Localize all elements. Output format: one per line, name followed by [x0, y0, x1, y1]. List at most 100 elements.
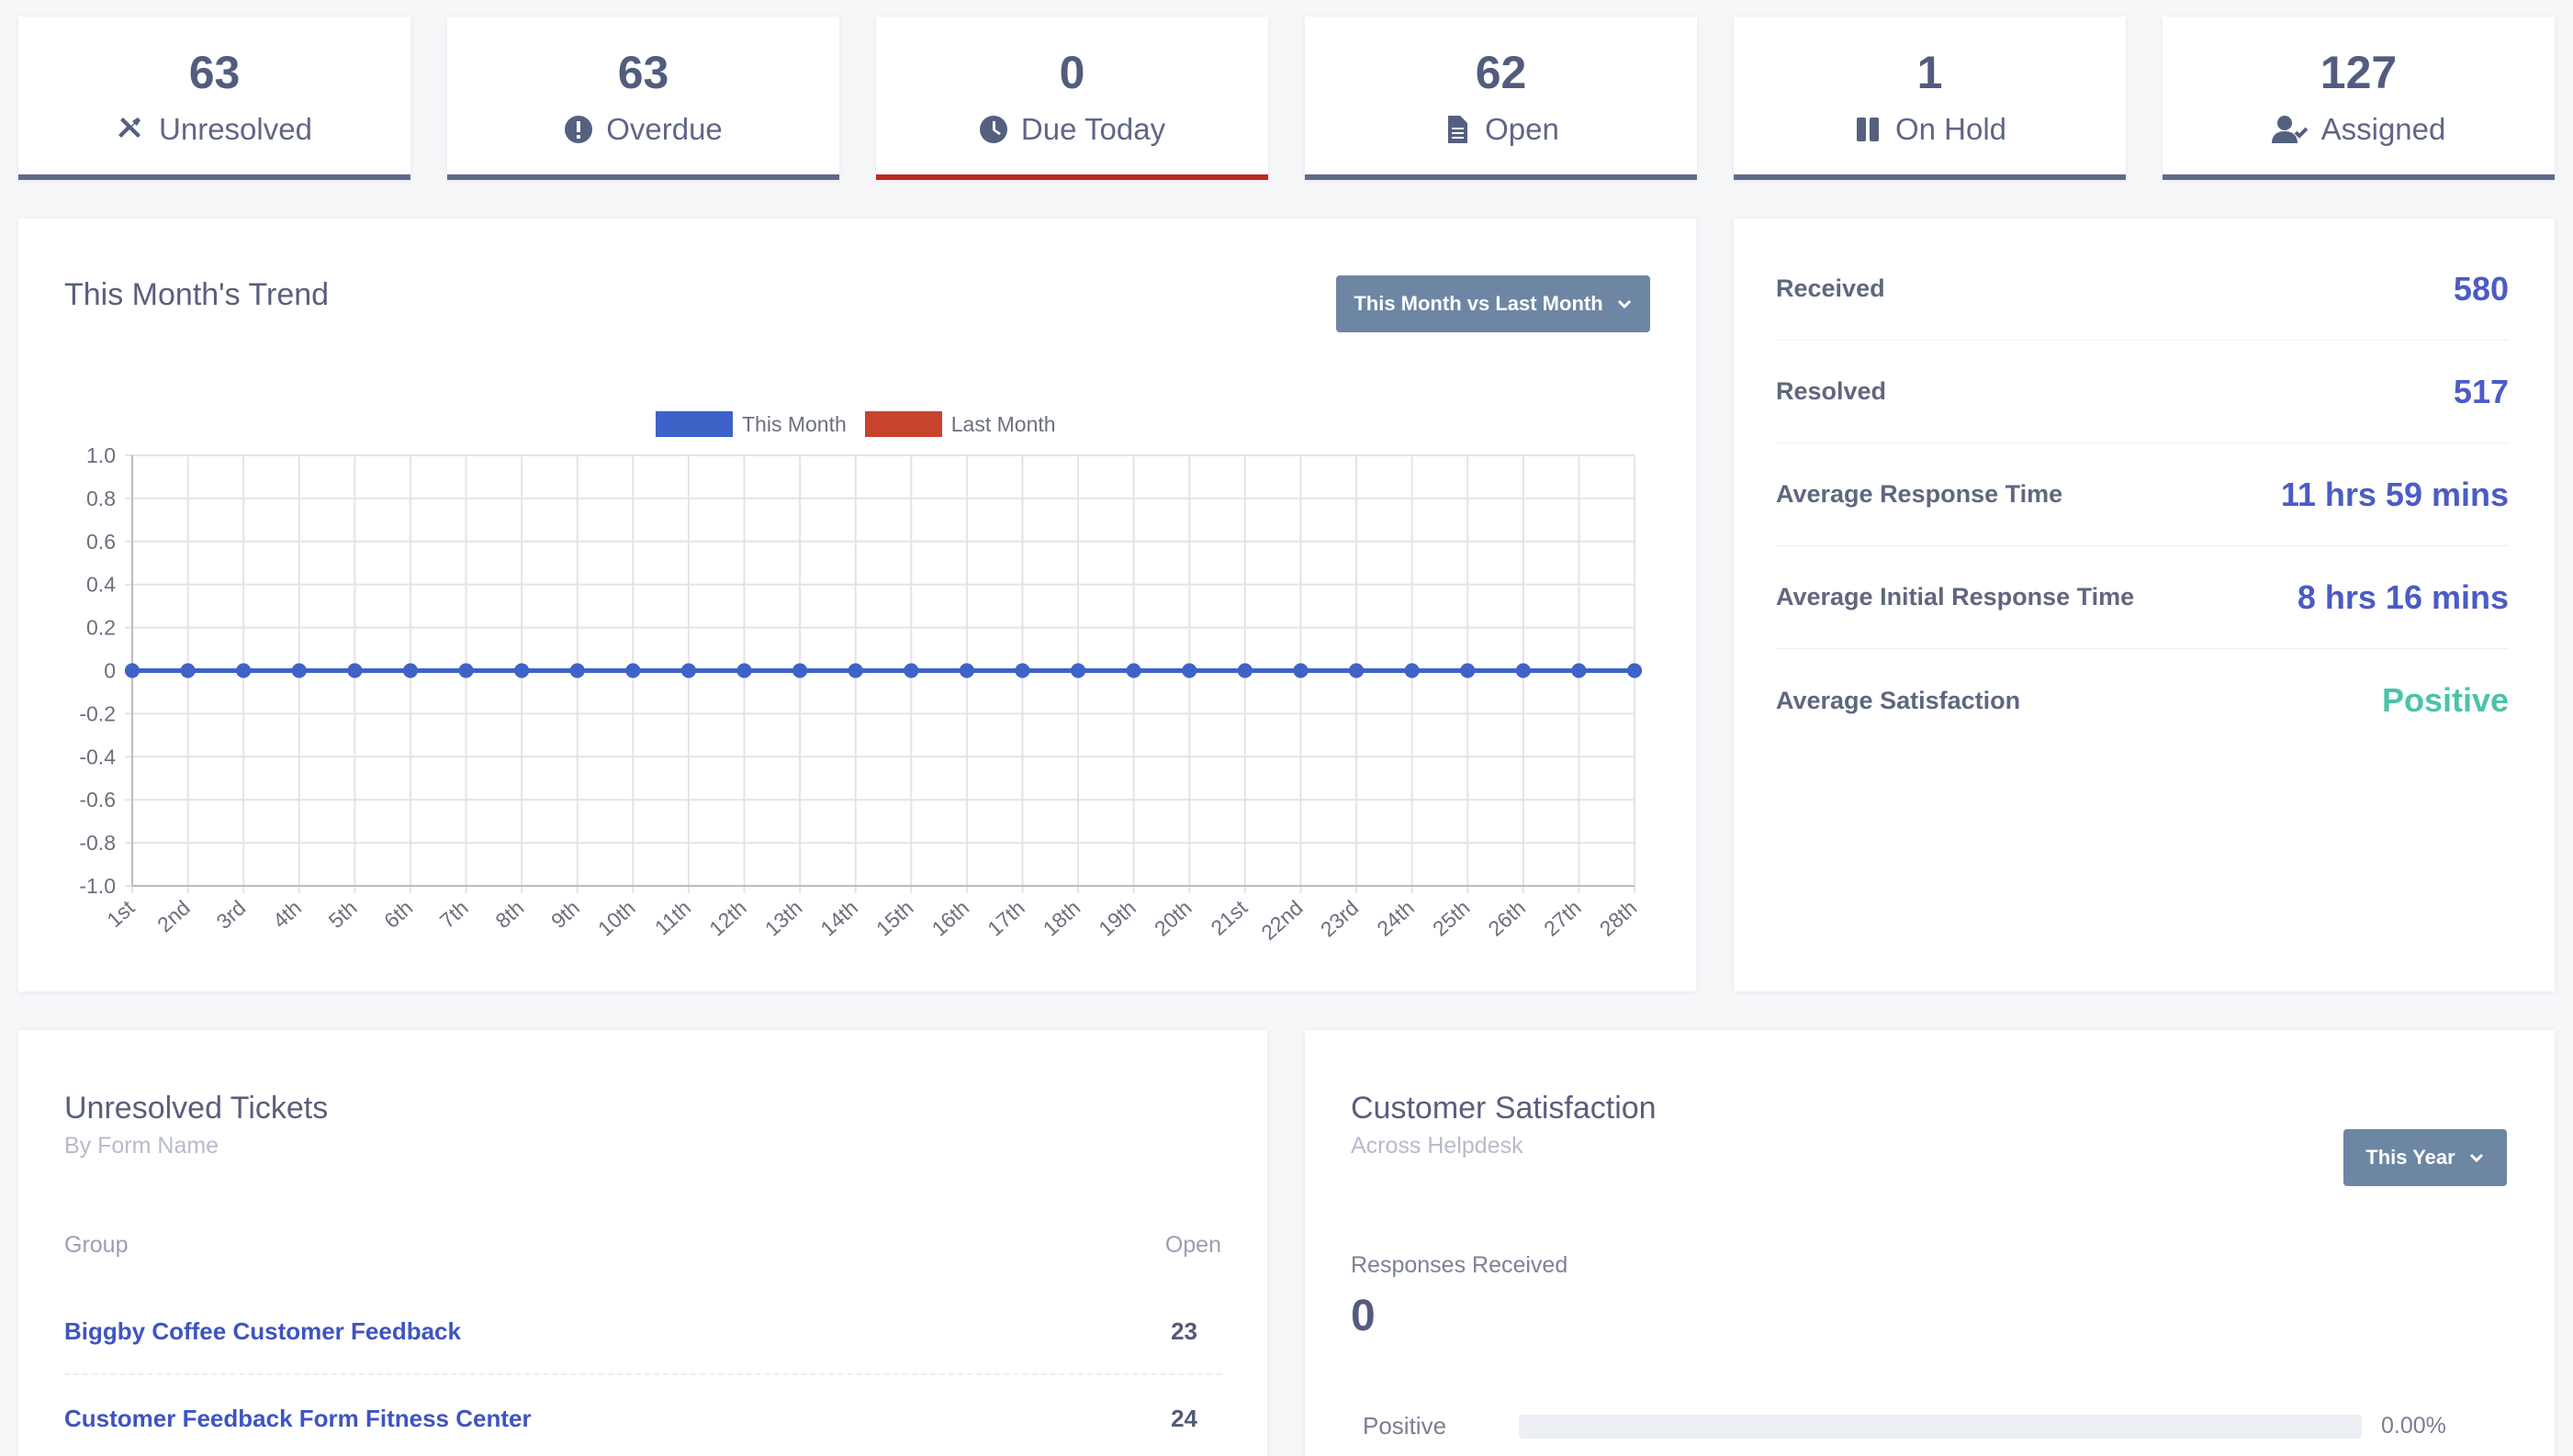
x-tick-label: 1st — [102, 895, 140, 932]
x-tick-label: 13th — [760, 895, 807, 940]
y-tick-label: 0.4 — [86, 573, 116, 597]
data-point-this-month[interactable] — [1460, 663, 1476, 678]
unresolved-title: Unresolved Tickets — [64, 1091, 329, 1126]
satisfaction-title: Customer Satisfaction — [1351, 1091, 1657, 1126]
unresolved-tickets-card: Unresolved Tickets By Form Name Group Op… — [18, 1030, 1267, 1456]
stat-card-unresolved[interactable]: 63 Unresolved — [18, 17, 410, 180]
data-point-this-month[interactable] — [1015, 663, 1030, 678]
data-point-this-month[interactable] — [848, 663, 863, 678]
data-point-this-month[interactable] — [680, 663, 696, 678]
y-tick-label: -0.4 — [79, 745, 116, 768]
data-point-this-month[interactable] — [1404, 663, 1420, 678]
x-tick-label: 19th — [1094, 895, 1140, 940]
trend-period-dropdown[interactable]: This Month vs Last Month — [1336, 275, 1650, 332]
x-tick-label: 27th — [1539, 895, 1586, 940]
data-point-this-month[interactable] — [1349, 663, 1365, 678]
data-point-this-month[interactable] — [625, 663, 641, 678]
x-tick-label: 25th — [1428, 895, 1475, 940]
x-tick-label: 7th — [435, 895, 473, 933]
tools-icon — [118, 118, 141, 138]
form-link[interactable]: Biggby Coffee Customer Feedback — [64, 1316, 461, 1345]
data-point-this-month[interactable] — [125, 663, 140, 678]
data-point-this-month[interactable] — [236, 663, 252, 678]
stat-value: 1 — [1916, 47, 1943, 98]
data-point-this-month[interactable] — [1237, 663, 1253, 678]
stat-card-open[interactable]: 62 Open — [1305, 17, 1697, 180]
user-check-icon — [2271, 116, 2309, 143]
stat-label: Open — [1485, 112, 1559, 146]
data-point-this-month[interactable] — [347, 663, 363, 678]
stat-value: 127 — [2320, 47, 2398, 98]
stat-value: 62 — [1475, 47, 1527, 98]
open-count: 23 — [1171, 1316, 1197, 1345]
data-point-this-month[interactable] — [1515, 663, 1531, 678]
metric-label: Resolved — [1776, 377, 1887, 405]
stat-card-assigned[interactable]: 127 Assigned — [2163, 17, 2555, 180]
x-tick-label: 21st — [1206, 895, 1252, 940]
x-tick-label: 2nd — [152, 895, 195, 936]
chevron-down-icon — [2469, 1153, 2483, 1163]
x-tick-label: 28th — [1595, 895, 1642, 940]
table-row: Customer Feedback Form Fitness Center 24 — [64, 1375, 1221, 1456]
data-point-this-month[interactable] — [904, 663, 919, 678]
data-point-this-month[interactable] — [514, 663, 530, 678]
data-point-this-month[interactable] — [736, 663, 752, 678]
data-point-this-month[interactable] — [458, 663, 474, 678]
x-tick-label: 17th — [983, 895, 1029, 940]
x-tick-label: 9th — [546, 895, 584, 933]
data-point-this-month[interactable] — [569, 663, 585, 678]
legend-label: Last Month — [950, 411, 1056, 436]
data-point-this-month[interactable] — [1071, 663, 1086, 678]
data-point-this-month[interactable] — [180, 663, 196, 678]
y-tick-label: -0.2 — [79, 701, 116, 725]
column-header-group: Group — [64, 1232, 129, 1258]
table-row: Biggby Coffee Customer Feedback 23 — [64, 1289, 1221, 1375]
data-point-this-month[interactable] — [1571, 663, 1587, 678]
satisfaction-period-dropdown[interactable]: This Year — [2343, 1129, 2507, 1186]
stat-card-overdue[interactable]: 63 Overdue — [447, 17, 839, 180]
stat-label: Assigned — [2320, 112, 2446, 146]
metric-avg-initial-response-time: Average Initial Response Time 8 hrs 16 m… — [1776, 546, 2509, 649]
data-point-this-month[interactable] — [1126, 663, 1141, 678]
bar-label-positive: Positive — [1363, 1412, 1447, 1439]
metric-received: Received 580 — [1776, 238, 2509, 341]
x-tick-label: 22nd — [1256, 895, 1307, 945]
data-point-this-month[interactable] — [1182, 663, 1197, 678]
x-tick-label: 15th — [871, 895, 918, 940]
trend-card: This Month's Trend This Month vs Last Mo… — [18, 218, 1696, 991]
metric-label: Average Response Time — [1776, 480, 2063, 508]
data-point-this-month[interactable] — [402, 663, 418, 678]
bar-track-positive — [1519, 1415, 2362, 1439]
y-tick-label: 0 — [104, 659, 116, 683]
y-tick-label: 0.2 — [86, 616, 116, 640]
data-point-this-month[interactable] — [1293, 663, 1309, 678]
pause-icon — [1856, 118, 1879, 141]
stat-label: Unresolved — [159, 112, 312, 146]
x-tick-label: 14th — [815, 895, 862, 940]
metric-value: 580 — [2453, 269, 2509, 308]
metric-label: Average Initial Response Time — [1776, 583, 2135, 610]
metric-avg-satisfaction: Average Satisfaction Positive — [1776, 649, 2509, 752]
data-point-this-month[interactable] — [291, 663, 307, 678]
data-point-this-month[interactable] — [792, 663, 808, 678]
chart-legend: This Month Last Month — [656, 411, 1056, 437]
data-point-this-month[interactable] — [959, 663, 974, 678]
x-tick-label: 18th — [1039, 895, 1085, 940]
stat-value: 63 — [617, 47, 669, 98]
x-tick-label: 11th — [650, 895, 695, 939]
stat-value: 0 — [1059, 47, 1085, 98]
x-tick-label: 16th — [927, 895, 974, 940]
x-tick-label: 23rd — [1316, 895, 1364, 941]
responses-received-label: Responses Received — [1351, 1252, 1568, 1278]
stat-label: Due Today — [1020, 112, 1166, 146]
stat-card-on-hold[interactable]: 1 On Hold — [1734, 17, 2126, 180]
stat-card-due-today[interactable]: 0 Due Today — [876, 17, 1268, 180]
legend-label: This Month — [742, 411, 847, 436]
bar-percent-positive: 0.00% — [2381, 1413, 2446, 1439]
form-link[interactable]: Customer Feedback Form Fitness Center — [64, 1404, 532, 1432]
stat-label: Overdue — [606, 112, 723, 146]
customer-satisfaction-card: Customer Satisfaction Across Helpdesk Th… — [1305, 1030, 2555, 1456]
y-tick-label: -0.8 — [79, 831, 116, 855]
data-point-this-month[interactable] — [1627, 663, 1642, 678]
